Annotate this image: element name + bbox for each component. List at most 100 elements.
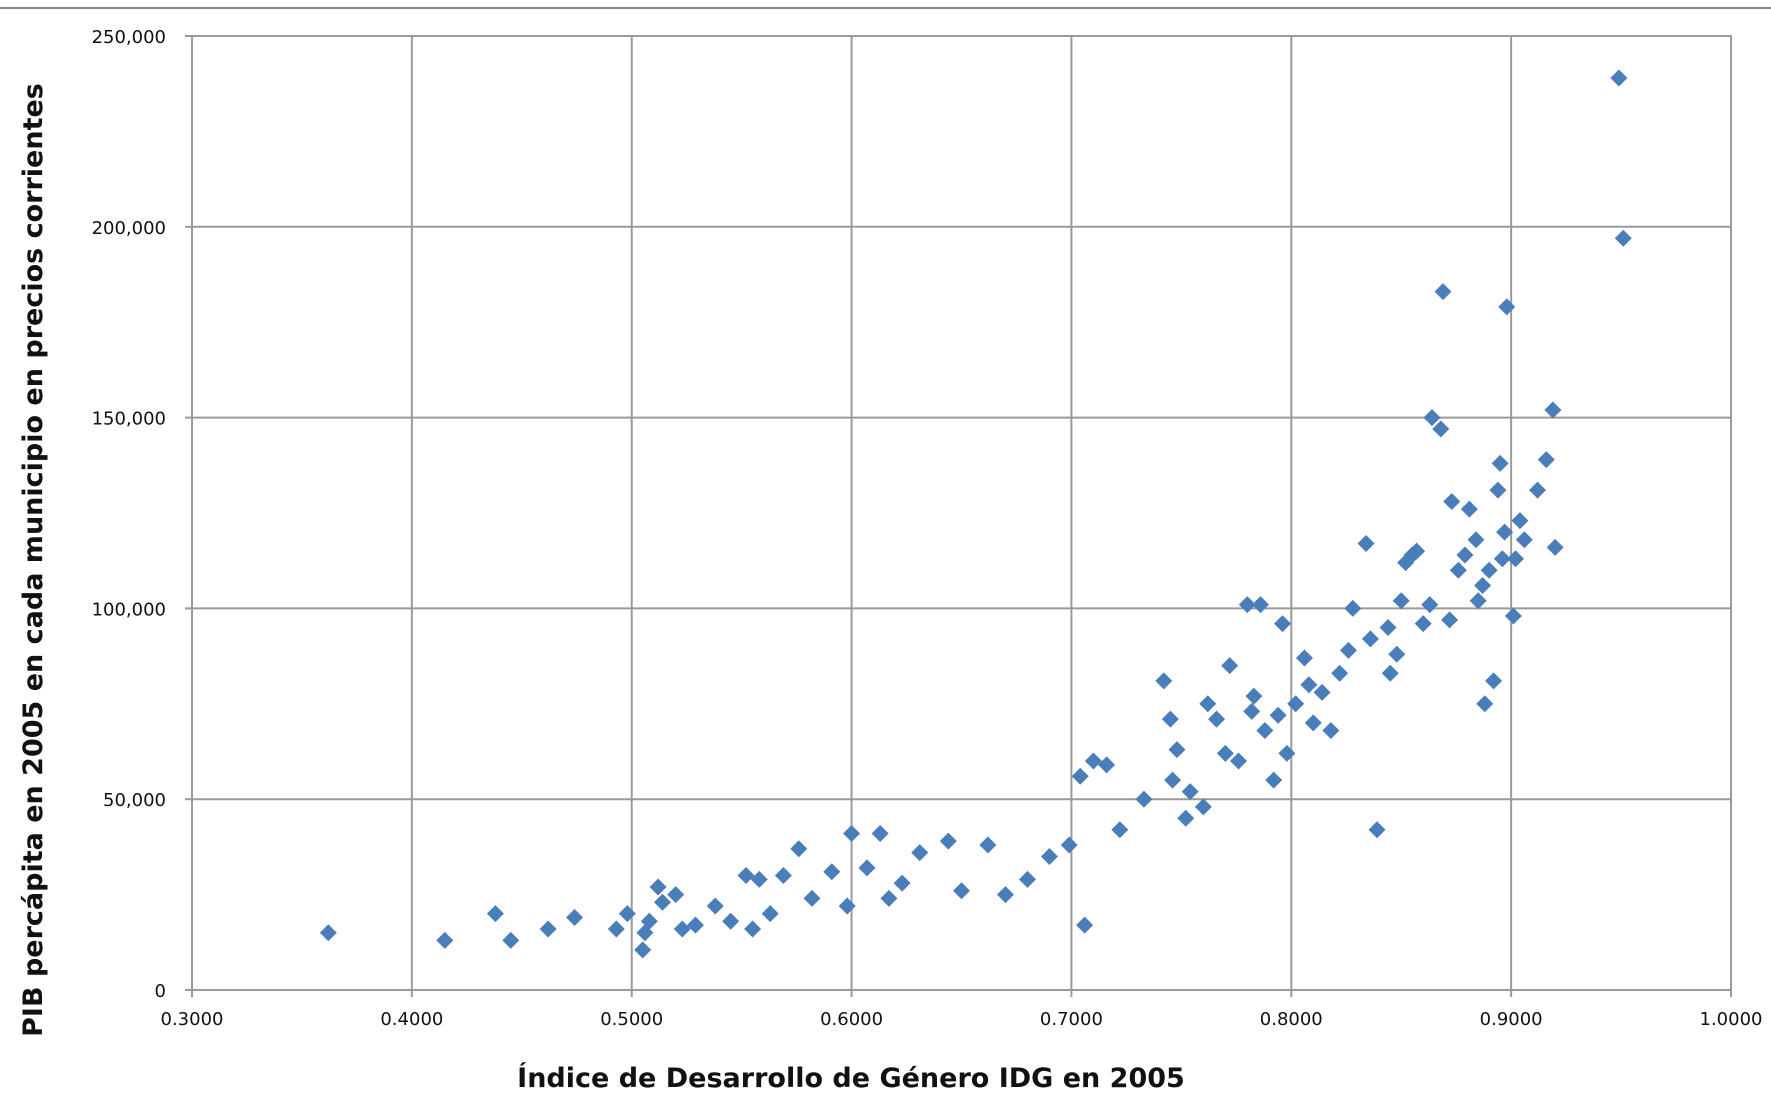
x-tick-label: 0.3000 [161,1009,224,1030]
data-point [673,920,691,938]
y-tick-label: 0 [155,981,166,1002]
data-point [1515,531,1533,549]
data-point [858,859,876,877]
data-point [1449,561,1467,579]
data-point [634,941,652,959]
data-point [1040,847,1058,865]
data-point [1287,695,1305,713]
data-point [1392,592,1410,610]
plot-area-frame [191,35,1732,991]
data-point [1208,710,1226,728]
data-point [1496,523,1514,541]
data-point [911,844,929,862]
data-point [1379,618,1397,636]
y-tick-label: 200,000 [92,218,166,239]
data-point [1388,645,1406,663]
data-point [653,893,671,911]
data-point [1273,615,1291,633]
x-tick-label: 0.5000 [600,1009,663,1030]
data-point [1460,500,1478,518]
x-tick-label: 0.8000 [1260,1009,1323,1030]
data-point [1504,607,1522,625]
data-point [1168,741,1186,759]
data-point [1164,771,1182,789]
data-point [1511,512,1529,530]
data-point [1300,676,1318,694]
data-point [1537,451,1555,469]
data-point [1357,535,1375,553]
data-point [1194,798,1212,816]
y-tick-labels: 0 50,000 100,000 150,000 200,000 250,000 [92,27,166,1002]
data-point [838,897,856,915]
data-point [1331,664,1349,682]
data-point [1155,672,1173,690]
x-tick-label: 0.9000 [1480,1009,1543,1030]
data-point [1610,69,1628,87]
data-point [1476,695,1494,713]
data-point [618,905,636,923]
data-point [539,920,557,938]
data-point [1441,611,1459,629]
data-point [1529,481,1547,499]
data-point [486,905,504,923]
data-point [823,863,841,881]
data-point [750,870,768,888]
data-point [649,878,667,896]
data-point [1313,683,1331,701]
data-point [1614,229,1632,247]
data-point [1060,836,1078,854]
data-point [667,886,685,904]
data-point [1414,615,1432,633]
data-point [880,889,898,907]
data-point [1456,546,1474,564]
data-point [1304,714,1322,732]
data-point [1084,752,1102,770]
data-point [436,931,454,949]
data-point [1245,687,1263,705]
x-tick-label: 0.7000 [1040,1009,1103,1030]
data-point [722,912,740,930]
data-point [1485,672,1503,690]
data-point [1474,577,1492,595]
data-point [1252,596,1270,614]
data-point [502,931,520,949]
data-point [979,836,997,854]
data-point [744,920,762,938]
data-point [1493,550,1511,568]
y-tick-label: 100,000 [92,599,166,620]
data-point [1381,664,1399,682]
data-point [871,825,889,843]
data-point [1498,298,1516,316]
x-axis-title: Índice de Desarrollo de Género IDG en 20… [517,1062,1185,1094]
data-point [1199,695,1217,713]
data-point [774,867,792,885]
data-point [737,867,755,885]
x-tick-label: 0.6000 [820,1009,883,1030]
data-point [1265,771,1283,789]
data-point [1368,821,1386,839]
y-axis-title: PIB percápita en 2005 en cada municipio … [18,83,49,1037]
data-point [1434,283,1452,301]
data-point [1071,767,1089,785]
data-point [1243,702,1261,720]
x-tick-label: 1.0000 [1700,1009,1763,1030]
data-point [1278,744,1296,762]
y-tick-label: 150,000 [92,409,166,430]
data-point [761,905,779,923]
data-point [1098,756,1116,774]
data-point [1344,599,1362,617]
data-point [953,882,970,900]
data-point [1177,809,1195,827]
data-point [1421,596,1439,614]
data-point [790,840,808,858]
data-point [1339,641,1357,659]
data-point [1489,481,1507,499]
data-point [1238,596,1256,614]
data-point [640,912,658,930]
data-point [1544,401,1562,419]
data-point [1076,916,1094,934]
data-point [1469,592,1487,610]
data-point [1181,783,1199,801]
